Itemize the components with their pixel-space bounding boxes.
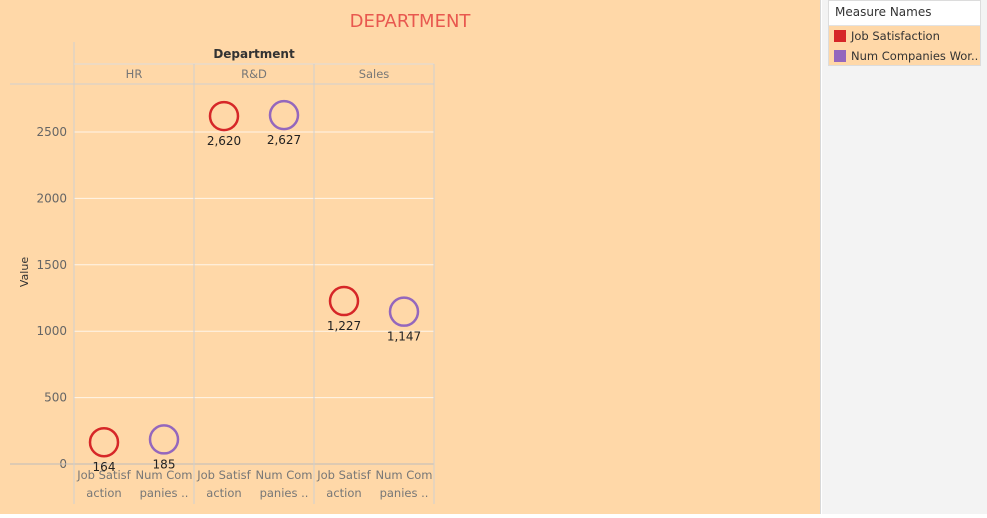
y-tick-label: 1000 (36, 324, 67, 338)
legend-label-job-satisfaction: Job Satisfaction (851, 29, 940, 43)
legend-item-job-satisfaction[interactable]: Job Satisfaction (829, 26, 980, 46)
legend-swatch-job-satisfaction (834, 30, 846, 42)
x-tick-label: Job Satisf (76, 468, 131, 482)
legend-label-num-companies: Num Companies Wor.. (851, 49, 979, 63)
x-tick-label: action (86, 486, 121, 500)
x-tick-label: action (206, 486, 241, 500)
dot-chart: DEPARTMENTDepartment05001000150020002500… (10, 11, 472, 504)
y-axis-label: Value (18, 257, 31, 287)
chart-view: DEPARTMENT Department 0 500 1000 1500 2000 2500… (0, 0, 821, 514)
data-label: 164 (93, 460, 116, 474)
x-tick-label: action (326, 486, 361, 500)
data-label: 1,227 (327, 319, 361, 333)
y-tick-label: 2000 (36, 191, 67, 205)
group-label: HR (126, 67, 143, 81)
group-label: R&D (241, 67, 267, 81)
data-label: 2,620 (207, 134, 241, 148)
x-tick-label: Num Com (375, 468, 432, 482)
y-tick-label: 500 (44, 391, 67, 405)
data-point[interactable] (208, 100, 240, 132)
x-tick-label: Job Satisf (316, 468, 371, 482)
y-tick-label: 1500 (36, 258, 67, 272)
legend-title: Measure Names (829, 1, 980, 26)
legend: Measure Names Job Satisfaction Num Compa… (828, 0, 981, 66)
x-tick-label: panies .. (260, 486, 309, 500)
x-tick-label: panies .. (140, 486, 189, 500)
data-label: 1,147 (387, 330, 421, 344)
y-tick-label: 2500 (36, 125, 67, 139)
data-point[interactable] (88, 426, 120, 458)
data-point[interactable] (148, 424, 180, 455)
data-label: 2,627 (267, 133, 301, 147)
column-header: Department (213, 47, 295, 61)
chart-title: DEPARTMENT (350, 11, 472, 32)
legend-swatch-num-companies (834, 50, 846, 62)
data-point[interactable] (328, 285, 360, 317)
x-tick-label: Num Com (255, 468, 312, 482)
group-label: Sales (359, 67, 390, 81)
x-tick-label: Job Satisf (196, 468, 251, 482)
x-tick-label: panies .. (380, 486, 429, 500)
data-point[interactable] (388, 296, 420, 327)
data-label: 185 (153, 457, 176, 471)
legend-panel: Measure Names Job Satisfaction Num Compa… (822, 0, 987, 514)
legend-item-num-companies[interactable]: Num Companies Wor.. (829, 46, 980, 66)
data-point[interactable] (268, 99, 300, 131)
x-tick-label: Num Com (135, 468, 192, 482)
